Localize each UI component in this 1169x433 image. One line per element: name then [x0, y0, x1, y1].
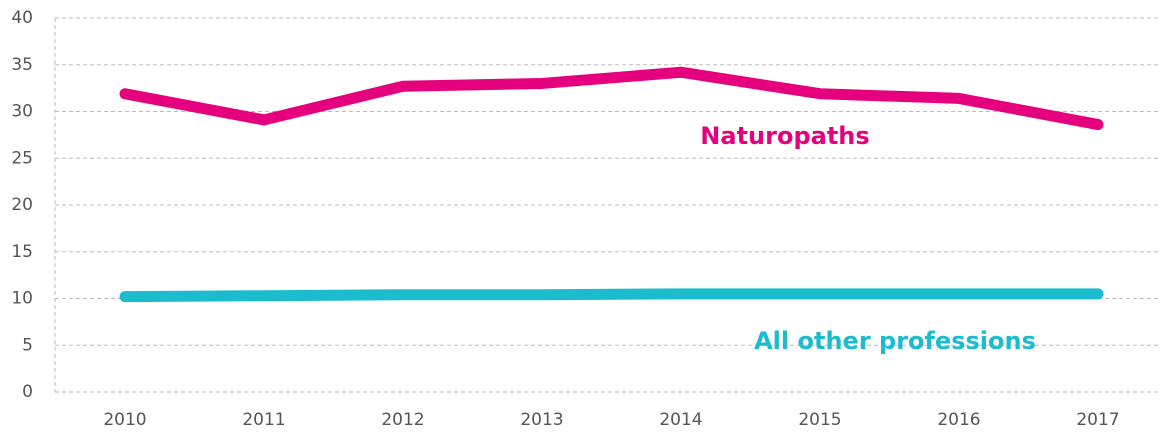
y-tick-label: 25 — [11, 148, 33, 168]
series-line — [119, 66, 1104, 131]
y-tick-label: 15 — [11, 242, 33, 262]
y-tick-label: 40 — [11, 8, 33, 28]
x-tick-label: 2012 — [381, 410, 424, 430]
x-tick-label: 2017 — [1076, 410, 1119, 430]
y-tick-label: 20 — [11, 195, 33, 215]
x-tick-label: 2011 — [242, 410, 285, 430]
y-tick-label: 35 — [11, 55, 33, 75]
x-tick-label: 2010 — [103, 410, 146, 430]
series-label: All other professions — [754, 327, 1036, 355]
series-label: Naturopaths — [700, 122, 869, 150]
series-line — [119, 288, 1104, 303]
y-tick-label: 0 — [22, 382, 33, 402]
x-tick-label: 2016 — [937, 410, 980, 430]
y-tick-label: 10 — [11, 289, 33, 309]
x-tick-label: 2014 — [659, 410, 702, 430]
y-tick-label: 30 — [11, 102, 33, 122]
x-tick-label: 2015 — [798, 410, 841, 430]
x-tick-label: 2013 — [520, 410, 563, 430]
y-tick-label: 5 — [22, 335, 33, 355]
